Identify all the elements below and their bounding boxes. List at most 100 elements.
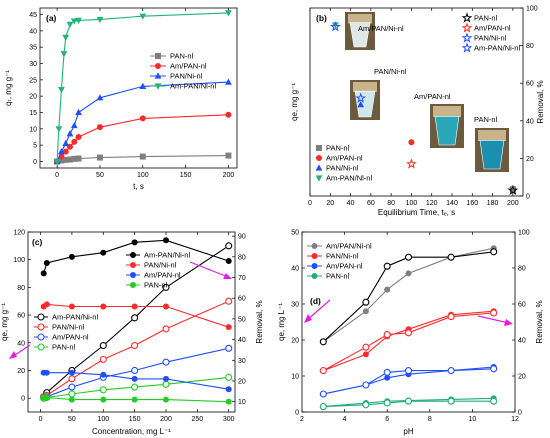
legend-marker <box>316 155 322 161</box>
y2-tick-label: 0 <box>526 194 530 201</box>
panel-label: (c) <box>32 237 43 247</box>
removal-series-4-point <box>404 397 413 405</box>
qe-series-2-point <box>68 375 76 383</box>
arrow-head <box>304 314 312 323</box>
qe-series-2-point <box>99 355 107 363</box>
series-2-point <box>96 124 103 131</box>
legend-marker <box>311 263 318 269</box>
y2-axis-label: Removal, % <box>535 300 544 343</box>
legend-label: Am-PAN/Nl-nl <box>326 174 372 183</box>
series-3-point <box>62 139 70 147</box>
removal-series-3-line <box>323 368 494 395</box>
removal-series-3-point <box>131 375 138 382</box>
qe-series-3-point <box>357 101 365 108</box>
x-tick-label: 0 <box>55 172 59 179</box>
legend-label: Am-PAN/Ni-nl <box>52 313 98 322</box>
y2-tick-label: 40 <box>518 338 526 345</box>
removal-series-3-point <box>100 371 107 378</box>
qe-series-1-point <box>509 186 516 193</box>
removal-series-4-point <box>43 394 50 401</box>
x-axis-label: Concentration, mg L⁻¹ <box>92 427 171 436</box>
qe-series-3-point <box>384 374 391 381</box>
removal-series-1-point <box>100 249 107 256</box>
x-tick-label: 6 <box>385 416 389 423</box>
removal-series-3-point <box>163 375 169 382</box>
legend-marker <box>37 333 45 341</box>
x-tick-label: 180 <box>487 200 499 207</box>
removal-series-4-point <box>163 396 169 403</box>
y-tick-label: 80 <box>17 285 25 292</box>
removal-series-1-point <box>383 262 391 270</box>
qe-series-4-point <box>162 380 170 388</box>
removal-series-2-point <box>404 329 413 337</box>
legend-label: PAN-nl <box>170 52 194 61</box>
y-axis-label: qe, mg g⁻¹ <box>0 303 9 341</box>
qe-series-2-point <box>362 351 369 358</box>
y2-axis-label: Removal, % <box>536 80 545 123</box>
x-tick-label: 200 <box>160 416 172 423</box>
panel-b: 0 20 40 60 80 100 120 140 160 180 200 0 20 40 60 80 100 A… <box>290 6 545 218</box>
removal-series-2-point <box>319 367 327 375</box>
arrow-to-removal-axis <box>189 261 229 278</box>
legend-label: PAN/Ni-nl <box>326 164 359 173</box>
photo-label: Am/PAN-nl <box>414 92 451 101</box>
legend-label: Am/PAN-nl <box>52 333 89 342</box>
y-tick-label: 25 <box>29 77 37 84</box>
qe-series-1-point <box>405 270 412 277</box>
arrow-to-qe-axis <box>306 299 331 321</box>
arrow-to-removal-axis <box>477 315 510 324</box>
removal-series-2-point <box>43 301 50 308</box>
qe-series-4-point <box>99 386 107 394</box>
series-4-point <box>62 34 70 41</box>
y2-tick-label: 100 <box>526 6 538 13</box>
removal-series-2-point <box>225 324 232 331</box>
y-tick-label: 35 <box>29 45 37 52</box>
x-tick-label: 50 <box>68 416 76 423</box>
vial-photo-3 <box>430 104 464 148</box>
vial-photo-wall <box>353 82 377 92</box>
y-axis-label: qe, mg L⁻¹ <box>277 303 286 341</box>
y2-axis-label: Removal, % <box>255 300 264 343</box>
panel-label: (b) <box>316 13 327 23</box>
legend-marker <box>130 262 136 268</box>
y-tick-label: 15 <box>29 110 37 117</box>
x-tick-label: 50 <box>96 172 104 179</box>
removal-series-3-point <box>68 369 75 376</box>
legend-marker <box>130 252 136 258</box>
removal-series-4-point <box>362 401 370 409</box>
series-3-point <box>75 108 82 116</box>
removal-series-2-point <box>406 158 417 169</box>
qe-series-2-point <box>131 341 139 350</box>
legend-label: Am/PAN-nl <box>170 62 207 71</box>
series-2-point <box>139 115 146 122</box>
series-1-point <box>71 155 78 162</box>
x-tick-label: 0 <box>308 200 312 207</box>
x-tick-label: 80 <box>387 200 395 207</box>
x-tick-label: 250 <box>192 416 204 423</box>
legend-marker <box>155 53 161 59</box>
photo-label: PAN/Ni-nl <box>374 67 407 76</box>
legend-label: PAN-nl <box>474 14 498 23</box>
x-tick-label: 200 <box>507 200 519 207</box>
series-4-point <box>58 87 65 94</box>
series-4-point <box>70 18 78 25</box>
legend-label: PAN-nl <box>52 343 76 352</box>
y-tick-label: 120 <box>13 230 25 237</box>
y-tick-label: 20 <box>291 338 299 345</box>
qe-series-2-point <box>408 139 415 146</box>
x-tick-label: 120 <box>426 200 438 207</box>
removal-series-1-point <box>225 257 232 264</box>
series-3-point <box>96 94 104 101</box>
vial-photo-2 <box>350 80 380 120</box>
y2-tick-label: 20 <box>526 156 534 163</box>
series-4-point <box>225 10 232 17</box>
vial-photo-1 <box>345 12 375 50</box>
y2-tick-label: 60 <box>518 302 526 309</box>
y2-tick-label: 40 <box>238 337 246 344</box>
series-4-point <box>55 126 63 133</box>
x-tick-label: 2 <box>300 416 304 423</box>
qe-series-4-point <box>225 373 233 381</box>
y2-tick-label: 80 <box>526 43 534 50</box>
